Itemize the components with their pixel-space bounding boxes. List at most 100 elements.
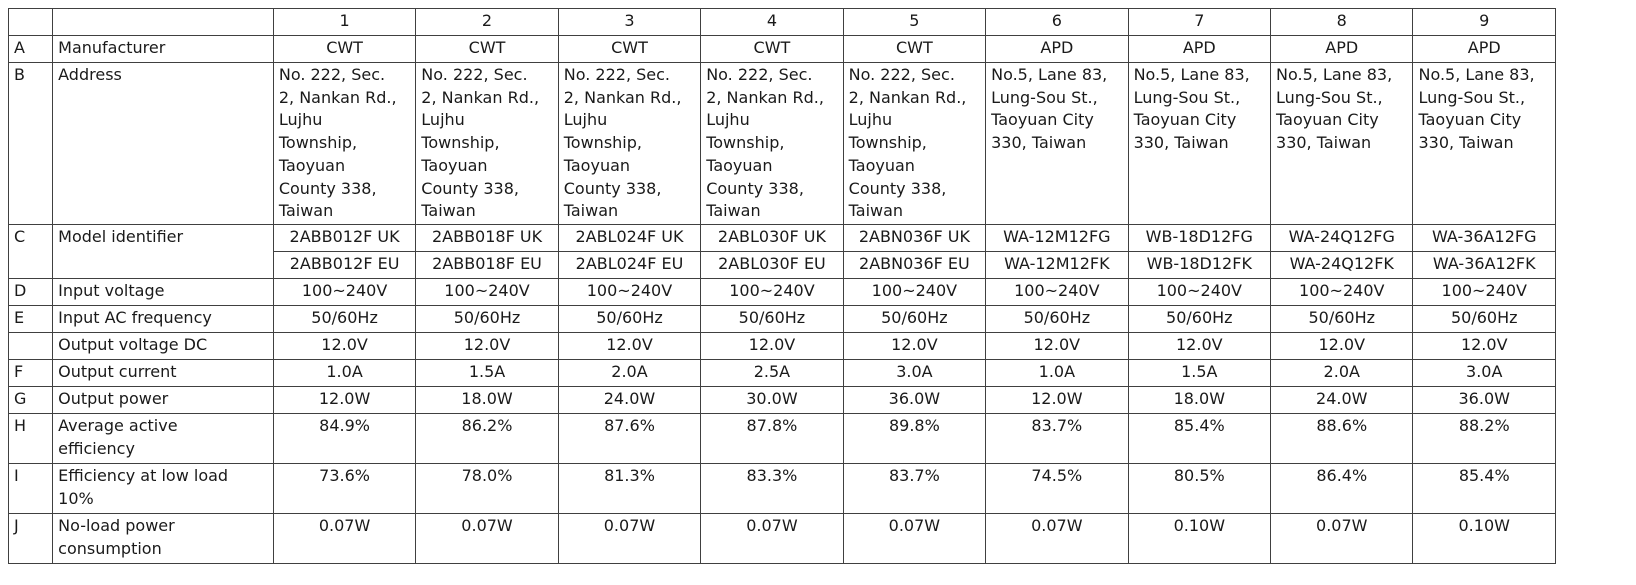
row-letter: F bbox=[7, 359, 54, 388]
manufacturer-cell: CWT bbox=[415, 35, 559, 63]
row-no-load-power: J No-load power consumption 0.07W 0.07W 0.… bbox=[7, 513, 1556, 565]
manufacturer-cell: APD bbox=[1127, 35, 1272, 63]
input-ac-frequency-cell: 50/60Hz bbox=[1412, 305, 1556, 334]
column-header: 1 bbox=[272, 8, 417, 36]
row-letter: D bbox=[7, 278, 54, 307]
model-identifier-cell: 2ABL030F EU bbox=[700, 251, 844, 280]
model-identifier-cell: 2ABN036F EU bbox=[842, 251, 987, 280]
output-voltage-dc-cell: 12.0V bbox=[842, 332, 987, 361]
input-voltage-cell: 100~240V bbox=[842, 278, 987, 307]
efficiency-low-load-cell: 86.4% bbox=[1270, 463, 1414, 515]
no-load-power-cell: 0.10W bbox=[1127, 513, 1272, 565]
output-current-cell: 3.0A bbox=[842, 359, 987, 388]
efficiency-low-load-cell: 73.6% bbox=[272, 463, 417, 515]
model-identifier-cell: WB-18D12FK bbox=[1127, 251, 1272, 280]
row-label: Average active efficiency bbox=[52, 413, 274, 465]
input-ac-frequency-cell: 50/60Hz bbox=[272, 305, 417, 334]
row-manufacturer: A Manufacturer CWT CWT CWT CWT CWT APD APD APD A… bbox=[7, 35, 1556, 63]
output-power-cell: 24.0W bbox=[557, 386, 702, 415]
address-cell: No.5, Lane 83, Lung-Sou St., Taoyuan Cit… bbox=[1412, 61, 1556, 226]
row-label: Output current bbox=[52, 359, 274, 388]
no-load-power-cell: 0.07W bbox=[415, 513, 559, 565]
column-header: 9 bbox=[1412, 8, 1556, 36]
output-power-cell: 12.0W bbox=[985, 386, 1129, 415]
average-active-efficiency-cell: 87.8% bbox=[700, 413, 844, 465]
no-load-power-cell: 0.07W bbox=[272, 513, 417, 565]
row-label: Output power bbox=[52, 386, 274, 415]
address-cell: No. 222, Sec. 2, Nankan Rd., Lujhu Towns… bbox=[557, 61, 702, 226]
efficiency-low-load-cell: 78.0% bbox=[415, 463, 559, 515]
output-voltage-dc-cell: 12.0V bbox=[1127, 332, 1272, 361]
output-current-cell: 2.5A bbox=[700, 359, 844, 388]
output-current-cell: 1.5A bbox=[415, 359, 559, 388]
no-load-power-cell: 0.07W bbox=[985, 513, 1129, 565]
row-output-current: F Output current 1.0A 1.5A 2.0A 2.5A 3.0A 1.0… bbox=[7, 359, 1556, 388]
address-cell: No. 222, Sec. 2, Nankan Rd., Lujhu Towns… bbox=[272, 61, 417, 226]
address-cell: No.5, Lane 83, Lung-Sou St., Taoyuan Cit… bbox=[985, 61, 1129, 226]
address-cell: No. 222, Sec. 2, Nankan Rd., Lujhu Towns… bbox=[842, 61, 987, 226]
output-voltage-dc-cell: 12.0V bbox=[272, 332, 417, 361]
efficiency-low-load-cell: 85.4% bbox=[1412, 463, 1556, 515]
average-active-efficiency-cell: 88.2% bbox=[1412, 413, 1556, 465]
row-output-voltage-dc: Output voltage DC 12.0V 12.0V 12.0V 12.0V 12… bbox=[7, 332, 1556, 361]
input-ac-frequency-cell: 50/60Hz bbox=[557, 305, 702, 334]
output-power-cell: 24.0W bbox=[1270, 386, 1414, 415]
output-current-cell: 2.0A bbox=[557, 359, 702, 388]
output-voltage-dc-cell: 12.0V bbox=[1412, 332, 1556, 361]
address-cell: No. 222, Sec. 2, Nankan Rd., Lujhu Towns… bbox=[700, 61, 844, 226]
input-ac-frequency-cell: 50/60Hz bbox=[842, 305, 987, 334]
address-cell: No. 222, Sec. 2, Nankan Rd., Lujhu Towns… bbox=[415, 61, 559, 226]
model-identifier-cell: 2ABL030F UK bbox=[700, 224, 844, 253]
efficiency-low-load-cell: 81.3% bbox=[557, 463, 702, 515]
row-model-identifier-2: 2ABB012F EU 2ABB018F EU 2ABL024F EU 2ABL030… bbox=[9, 251, 1556, 280]
column-header: 7 bbox=[1127, 8, 1272, 36]
model-identifier-cell: WA-24Q12FG bbox=[1270, 224, 1414, 253]
model-identifier-cell: 2ABB012F UK bbox=[272, 224, 417, 253]
row-letter: C bbox=[7, 224, 54, 280]
input-voltage-cell: 100~240V bbox=[1412, 278, 1556, 307]
model-identifier-cell: WA-36A12FK bbox=[1412, 251, 1556, 280]
output-power-cell: 36.0W bbox=[842, 386, 987, 415]
no-load-power-cell: 0.10W bbox=[1412, 513, 1556, 565]
manufacturer-cell: APD bbox=[1412, 35, 1556, 63]
manufacturer-cell: CWT bbox=[272, 35, 417, 63]
model-identifier-cell: WA-12M12FK bbox=[985, 251, 1129, 280]
input-voltage-cell: 100~240V bbox=[1127, 278, 1272, 307]
output-power-cell: 30.0W bbox=[700, 386, 844, 415]
output-current-cell: 1.0A bbox=[985, 359, 1129, 388]
output-voltage-dc-cell: 12.0V bbox=[1270, 332, 1414, 361]
corner-cell-label bbox=[52, 8, 274, 36]
output-power-cell: 18.0W bbox=[1127, 386, 1272, 415]
efficiency-low-load-cell: 80.5% bbox=[1127, 463, 1272, 515]
model-identifier-cell: 2ABL024F EU bbox=[557, 251, 702, 280]
column-header: 2 bbox=[415, 8, 559, 36]
average-active-efficiency-cell: 84.9% bbox=[272, 413, 417, 465]
address-cell: No.5, Lane 83, Lung-Sou St., Taoyuan Cit… bbox=[1127, 61, 1272, 226]
row-average-active-efficiency: H Average active efficiency 84.9% 86.2% 87… bbox=[7, 413, 1556, 465]
input-ac-frequency-cell: 50/60Hz bbox=[1127, 305, 1272, 334]
manufacturer-cell: CWT bbox=[700, 35, 844, 63]
output-current-cell: 3.0A bbox=[1412, 359, 1556, 388]
row-label: Efficiency at low load 10% bbox=[52, 463, 274, 515]
average-active-efficiency-cell: 86.2% bbox=[415, 413, 559, 465]
output-current-cell: 1.0A bbox=[272, 359, 417, 388]
row-letter: J bbox=[7, 513, 54, 565]
input-ac-frequency-cell: 50/60Hz bbox=[985, 305, 1129, 334]
column-header: 8 bbox=[1270, 8, 1414, 36]
no-load-power-cell: 0.07W bbox=[1270, 513, 1414, 565]
average-active-efficiency-cell: 83.7% bbox=[985, 413, 1129, 465]
manufacturer-cell: CWT bbox=[557, 35, 702, 63]
model-identifier-cell: WA-24Q12FK bbox=[1270, 251, 1414, 280]
average-active-efficiency-cell: 85.4% bbox=[1127, 413, 1272, 465]
model-identifier-cell: 2ABB018F UK bbox=[415, 224, 559, 253]
output-voltage-dc-cell: 12.0V bbox=[700, 332, 844, 361]
input-voltage-cell: 100~240V bbox=[1270, 278, 1414, 307]
average-active-efficiency-cell: 89.8% bbox=[842, 413, 987, 465]
average-active-efficiency-cell: 88.6% bbox=[1270, 413, 1414, 465]
row-address: B Address No. 222, Sec. 2, Nankan Rd., L… bbox=[7, 61, 1556, 226]
row-letter: I bbox=[7, 463, 54, 515]
row-label: Input voltage bbox=[52, 278, 274, 307]
output-voltage-dc-cell: 12.0V bbox=[985, 332, 1129, 361]
